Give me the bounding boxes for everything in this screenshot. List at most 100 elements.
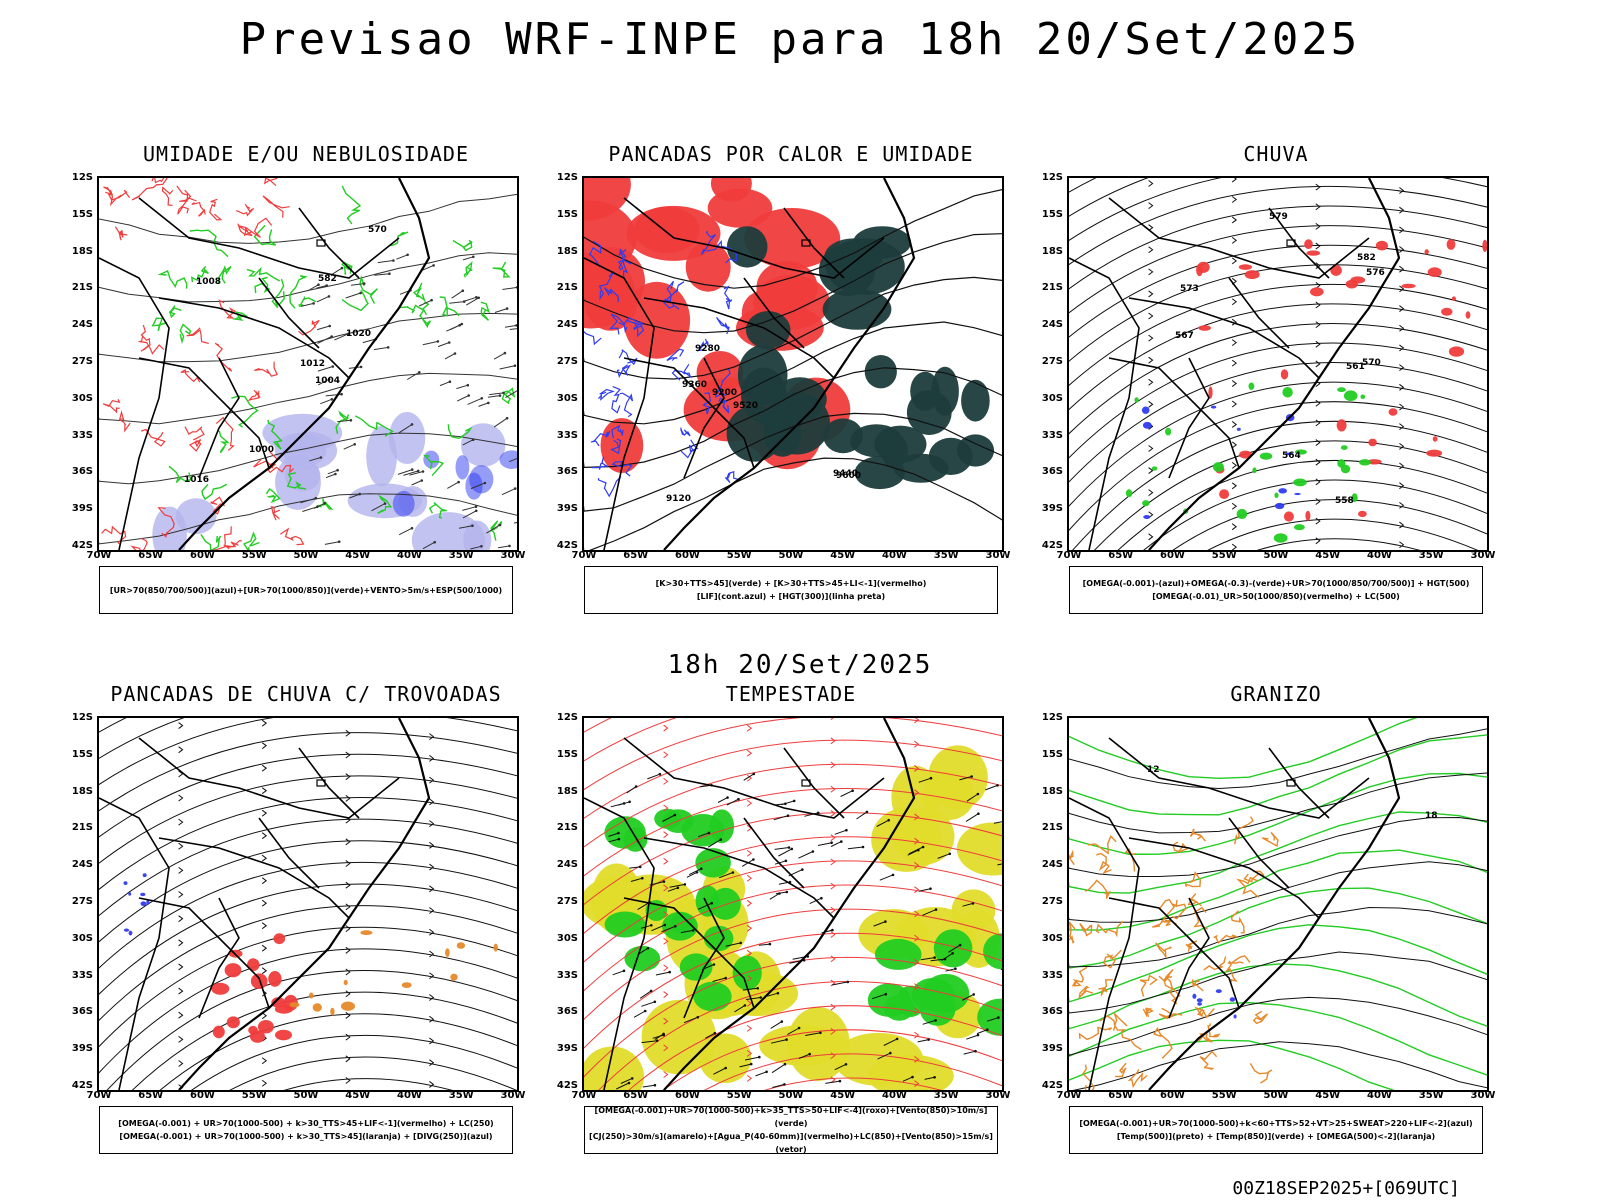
contour-label: 1000	[249, 445, 274, 455]
legend-pancadas-calor: [K>30+TTS>45](verde) + [K>30+TTS>45+LI<-…	[584, 566, 998, 614]
lat-tick-label: 36S	[1041, 466, 1063, 478]
contour-label: 1004	[315, 376, 340, 386]
map-tempestade	[582, 716, 1004, 1092]
contour-label: 1008	[196, 277, 221, 287]
contour-label: 579	[1269, 212, 1288, 222]
lon-tick-label: 40W	[1367, 1090, 1392, 1101]
lon-tick-label: 60W	[675, 1090, 700, 1101]
lat-tick-label: 39S	[71, 1043, 93, 1055]
lon-tick-label: 45W	[1315, 550, 1341, 561]
lat-tick-label: 21S	[556, 282, 578, 294]
lon-tick-label: 30W	[500, 550, 526, 561]
lat-tick-label: 12S	[1041, 172, 1063, 183]
lat-tick-label: 39S	[556, 503, 578, 515]
map-pancadas-calor: 9600 9520 9440 9360 9280 9200 9120	[582, 176, 1004, 552]
lat-tick-label: 24S	[71, 319, 93, 331]
lon-tick-label: 70W	[571, 550, 597, 561]
lat-tick-label: 18S	[71, 785, 93, 797]
lat-tick-label: 33S	[71, 969, 93, 981]
lon-tick-label: 50W	[778, 1090, 804, 1101]
lon-tick-label: 65W	[138, 1090, 164, 1101]
lat-tick-label: 33S	[71, 429, 93, 441]
lon-tick-label: 60W	[675, 550, 700, 561]
lat-tick-label: 42S	[71, 540, 93, 551]
lat-tick-label: 12S	[71, 712, 93, 723]
contour-label: 9200	[712, 388, 737, 398]
lat-tick-label: 18S	[71, 245, 93, 257]
contour-label: 558	[1335, 496, 1354, 506]
lat-tick-label: 27S	[1041, 896, 1063, 907]
lon-tick-label: 40W	[882, 1090, 907, 1101]
lat-tick-label: 36S	[1041, 1006, 1063, 1018]
contour-label: 9120	[666, 494, 691, 504]
lon-tick-label: 70W	[1056, 550, 1082, 561]
lat-tick-label: 21S	[556, 822, 578, 834]
contour-label: 12	[1147, 765, 1160, 775]
lat-tick-label: 36S	[556, 1006, 578, 1018]
legend-tempestade: [OMEGA(-0.001)+UR>70(1000-500)+k>35_TTS>…	[584, 1106, 998, 1154]
lat-tick-label: 12S	[71, 172, 93, 183]
contour-label: 564	[1282, 451, 1301, 461]
lon-tick-label: 70W	[86, 1090, 112, 1101]
legend-line: [LIF](cont.azul) + [HGT(300)](linha pret…	[696, 592, 886, 601]
lon-tick-label: 35W	[1418, 550, 1444, 561]
contour-label: 561	[1346, 362, 1365, 372]
lat-tick-label: 39S	[1041, 503, 1063, 515]
legend-line: [OMEGA(-0.01)_UR>50(1000/850)(vermelho) …	[1152, 592, 1400, 601]
legend-line: [OMEGA(-0.001) + UR>70(1000-500) + k>30_…	[118, 1119, 494, 1128]
lat-tick-label: 30S	[556, 932, 578, 944]
lon-tick-label: 45W	[830, 1090, 856, 1101]
map-umidade: 1004 1008 1012 1016 1020 1000 570 582	[97, 176, 519, 552]
lon-tick-label: 35W	[1418, 1090, 1444, 1101]
contour-label: 18	[1425, 811, 1438, 821]
lat-tick-label: 12S	[1041, 712, 1063, 723]
legend-trovoadas: [OMEGA(-0.001) + UR>70(1000-500) + k>30_…	[99, 1106, 513, 1154]
lon-tick-label: 50W	[293, 550, 319, 561]
lon-tick-label: 50W	[1263, 550, 1289, 561]
lon-tick-label: 60W	[190, 550, 215, 561]
lon-tick-label: 30W	[500, 1090, 526, 1101]
contour-label: 1016	[184, 475, 209, 485]
contour-label: 9280	[695, 344, 720, 354]
contour-label: 9520	[733, 401, 758, 411]
lat-tick-label: 39S	[71, 503, 93, 515]
lat-tick-label: 12S	[556, 172, 578, 183]
lat-tick-label: 39S	[556, 1043, 578, 1055]
lon-tick-label: 40W	[882, 550, 907, 561]
panel-title-pancadas-calor: PANCADAS POR CALOR E UMIDADE	[608, 142, 974, 166]
lat-tick-label: 36S	[71, 1006, 93, 1018]
lon-tick-label: 70W	[86, 550, 112, 561]
lon-tick-label: 35W	[933, 550, 959, 561]
legend-line: [OMEGA(-0.001)+UR>70(1000-500)+k<60+TTS>…	[1079, 1119, 1473, 1128]
legend-line: [CJ(250)>30m/s](amarelo)+[Agua_P(40-60mm…	[589, 1132, 993, 1154]
lon-tick-label: 45W	[345, 550, 371, 561]
lat-tick-label: 15S	[1041, 748, 1063, 760]
lon-tick-label: 55W	[726, 550, 752, 561]
lon-tick-label: 30W	[985, 550, 1011, 561]
lat-tick-label: 15S	[556, 208, 578, 220]
lon-tick-label: 65W	[623, 1090, 649, 1101]
contour-label: 9600	[836, 471, 861, 481]
panel-title-granizo: GRANIZO	[1230, 682, 1322, 706]
map-trovoadas	[97, 716, 519, 1092]
lon-tick-label: 35W	[933, 1090, 959, 1101]
lat-tick-label: 30S	[1041, 392, 1063, 404]
legend-line: [OMEGA(-0.001) + UR>70(1000-500) + k>30_…	[119, 1132, 493, 1141]
lon-tick-label: 45W	[345, 1090, 371, 1101]
map-chuva: 582 579 576 573 570 567 564 561 558	[1067, 176, 1489, 552]
lon-tick-label: 40W	[397, 550, 422, 561]
contour-label: 576	[1366, 268, 1385, 278]
lat-tick-label: 42S	[556, 1080, 578, 1091]
lon-tick-label: 40W	[1367, 550, 1392, 561]
lat-tick-label: 21S	[71, 282, 93, 294]
main-title: Previsao WRF-INPE para 18h 20/Set/2025	[239, 14, 1361, 65]
lat-tick-label: 18S	[556, 785, 578, 797]
map-granizo: 12 18	[1067, 716, 1489, 1092]
lat-tick-label: 42S	[556, 540, 578, 551]
lat-tick-label: 42S	[71, 1080, 93, 1091]
lon-tick-label: 30W	[985, 1090, 1011, 1101]
lat-tick-label: 24S	[71, 859, 93, 871]
legend-line: [OMEGA(-0.001)-(azul)+OMEGA(-0.3)-(verde…	[1082, 579, 1470, 588]
lat-tick-label: 33S	[556, 969, 578, 981]
lat-tick-label: 15S	[71, 208, 93, 220]
